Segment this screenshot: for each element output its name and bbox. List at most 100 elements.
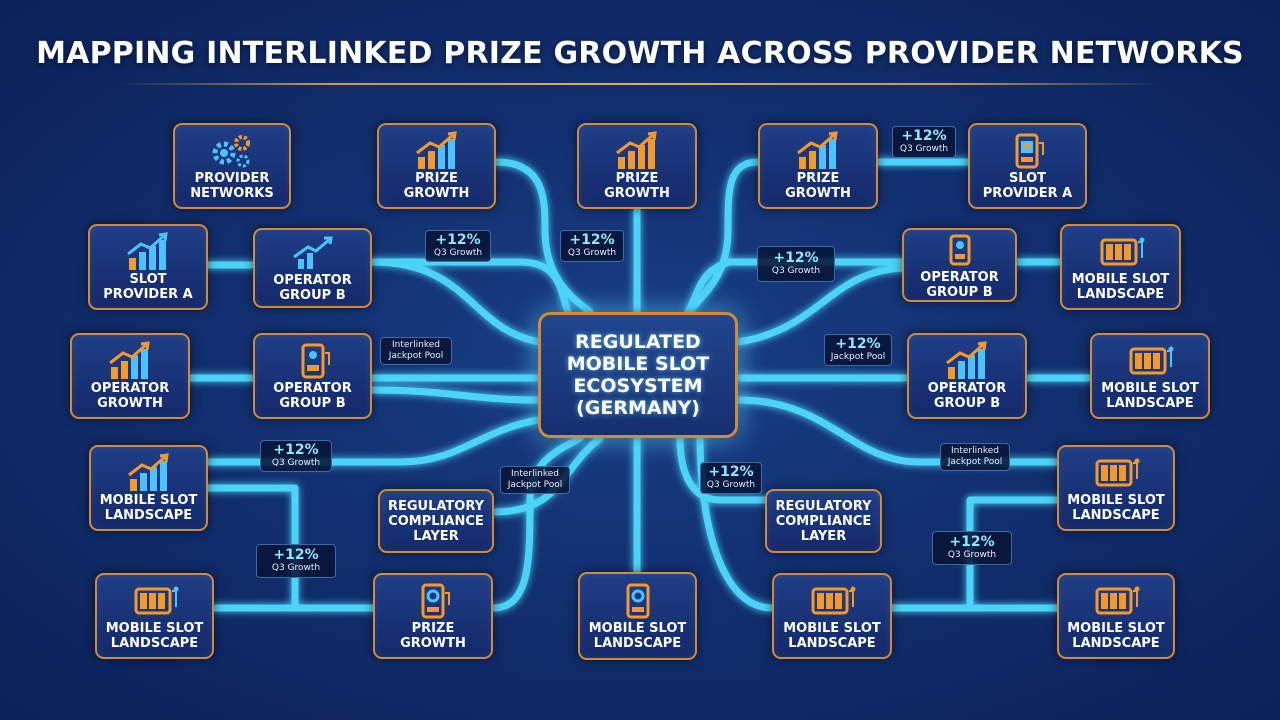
gears-icon <box>207 131 257 171</box>
node-operator-group-b[interactable]: OPERATOR GROUP B <box>253 228 372 308</box>
node-slot-provider-a[interactable]: SLOT PROVIDER A <box>88 224 208 310</box>
node-label: OPERATOR GROWTH <box>90 381 170 411</box>
link-path <box>368 386 542 404</box>
link-path <box>734 264 909 346</box>
slot-machine-icon <box>408 581 458 621</box>
link-path <box>368 258 544 346</box>
node-label: PRIZE GROWTH <box>400 621 466 651</box>
node-operator-growth[interactable]: OPERATOR GROWTH <box>70 333 190 419</box>
page-title: MAPPING INTERLINKED PRIZE GROWTH ACROSS … <box>36 36 1244 71</box>
link-path <box>492 158 594 316</box>
growth-badge: +12% Jackpot Pool <box>824 334 892 366</box>
node-label: OPERATOR GROUP B <box>273 273 352 303</box>
slot-reels-icon <box>1096 232 1146 272</box>
node-mobile-slot-landscape[interactable]: MOBILE SLOT LANDSCAPE <box>1057 445 1175 531</box>
growth-chart-icon <box>793 131 843 171</box>
badge-caption: Q3 Growth <box>271 458 321 468</box>
node-label: PRIZE GROWTH <box>604 171 670 201</box>
badge-caption: Q3 Growth <box>433 248 483 258</box>
growth-badge: +12% Q3 Growth <box>260 440 332 472</box>
badge-value: +12% <box>435 232 481 248</box>
node-label: MOBILE SLOT LANDSCAPE <box>783 621 881 651</box>
node-mobile-slot-landscape[interactable]: MOBILE SLOT LANDSCAPE <box>1090 333 1210 419</box>
node-mobile-slot-landscape[interactable]: MOBILE SLOT LANDSCAPE <box>578 572 697 660</box>
node-operator-group-b[interactable]: OPERATOR GROUP B <box>253 333 372 419</box>
node-prize-growth[interactable]: PRIZE GROWTH <box>373 573 493 659</box>
link-path <box>734 396 1061 466</box>
node-regulatory-compliance[interactable]: REGULATORY COMPLIANCE LAYER <box>765 489 882 553</box>
link-path <box>204 416 542 466</box>
node-label: OPERATOR GROUP B <box>920 270 999 300</box>
node-label: PROVIDER NETWORKS <box>190 171 274 201</box>
badge-value: +12% <box>708 464 754 480</box>
node-label: SLOT PROVIDER A <box>982 171 1073 201</box>
slot-machine-icon <box>613 581 663 621</box>
node-mobile-slot-landscape[interactable]: MOBILE SLOT LANDSCAPE <box>1060 224 1181 310</box>
growth-badge: +12% Q3 Growth <box>700 462 762 494</box>
slot-reels-icon <box>1091 581 1141 621</box>
node-mobile-slot-landscape[interactable]: MOBILE SLOT LANDSCAPE <box>89 445 208 531</box>
badge-caption: Q3 Growth <box>271 563 321 573</box>
node-mobile-slot-landscape[interactable]: MOBILE SLOT LANDSCAPE <box>1057 573 1175 659</box>
title-divider <box>120 83 1160 85</box>
link-path <box>686 158 762 316</box>
node-mobile-slot-landscape[interactable]: MOBILE SLOT LANDSCAPE <box>772 573 892 659</box>
badge-value: +12% <box>569 232 615 248</box>
link-path <box>372 258 572 316</box>
slot-reels-icon <box>130 581 180 621</box>
node-label: MOBILE SLOT LANDSCAPE <box>105 621 204 651</box>
node-label: OPERATOR GROUP B <box>273 381 352 411</box>
badge-caption: Q3 Growth <box>567 248 617 258</box>
slot-reels-icon <box>1091 453 1141 493</box>
growth-chart-icon <box>105 341 155 381</box>
badge-value: +12% <box>273 442 319 458</box>
badge-value: +12% <box>773 250 819 266</box>
node-label: REGULATORY COMPLIANCE LAYER <box>387 498 485 544</box>
jackpot-note: Interlinked Jackpot Pool <box>500 466 570 494</box>
node-prize-growth[interactable]: PRIZE GROWTH <box>377 123 496 209</box>
badge-value: +12% <box>835 336 881 352</box>
growth-badge: +12% Q3 Growth <box>757 246 835 282</box>
jackpot-note: Interlinked Jackpot Pool <box>940 443 1010 471</box>
link-path <box>489 434 584 612</box>
node-prize-growth[interactable]: PRIZE GROWTH <box>577 123 697 209</box>
growth-chart-icon <box>612 131 662 171</box>
growth-badge: +12% Q3 Growth <box>425 230 491 262</box>
node-label: OPERATOR GROUP B <box>927 381 1007 411</box>
slot-machine-icon <box>935 230 985 270</box>
node-label: MOBILE SLOT LANDSCAPE <box>588 621 687 651</box>
growth-badge: +12% Q3 Growth <box>560 230 624 262</box>
node-prize-growth[interactable]: PRIZE GROWTH <box>758 123 878 209</box>
node-label: PRIZE GROWTH <box>403 171 470 201</box>
node-label: REGULATORY COMPLIANCE LAYER <box>775 498 872 544</box>
central-hub[interactable]: REGULATED MOBILE SLOT ECOSYSTEM (GERMANY… <box>538 312 738 438</box>
growth-chart-icon <box>942 341 992 381</box>
node-label: PRIZE GROWTH <box>785 171 851 201</box>
growth-chart-icon <box>288 233 338 273</box>
node-label: MOBILE SLOT LANDSCAPE <box>1071 272 1170 302</box>
badge-caption: Jackpot Pool <box>830 352 886 362</box>
badge-caption: Q3 Growth <box>899 144 949 154</box>
node-operator-group-b[interactable]: OPERATOR GROUP B <box>902 228 1017 302</box>
link-path <box>676 434 769 504</box>
growth-badge: +12% Q3 Growth <box>932 531 1012 565</box>
node-label: MOBILE SLOT LANDSCAPE <box>1067 493 1165 523</box>
node-label: SLOT PROVIDER A <box>103 272 193 302</box>
badge-caption: Q3 Growth <box>706 480 756 490</box>
growth-chart-icon <box>412 131 462 171</box>
badge-value: +12% <box>901 128 947 144</box>
growth-badge: +12% Q3 Growth <box>256 544 336 578</box>
node-label: MOBILE SLOT LANDSCAPE <box>1067 621 1165 651</box>
node-provider-networks[interactable]: PROVIDER NETWORKS <box>173 123 291 209</box>
node-label: MOBILE SLOT LANDSCAPE <box>1101 381 1199 411</box>
jackpot-note: Interlinked Jackpot Pool <box>380 337 452 365</box>
slot-machine-icon <box>1003 131 1053 171</box>
node-mobile-slot-landscape[interactable]: MOBILE SLOT LANDSCAPE <box>95 573 214 659</box>
node-regulatory-compliance[interactable]: REGULATORY COMPLIANCE LAYER <box>378 489 494 553</box>
node-operator-group-b[interactable]: OPERATOR GROUP B <box>907 333 1027 419</box>
badge-caption: Q3 Growth <box>771 266 821 276</box>
growth-badge: +12% Q3 Growth <box>892 126 956 158</box>
badge-value: +12% <box>949 534 995 550</box>
node-slot-provider-a[interactable]: SLOT PROVIDER A <box>968 123 1087 209</box>
